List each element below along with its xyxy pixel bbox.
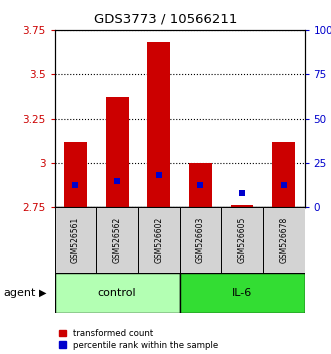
Text: GDS3773 / 10566211: GDS3773 / 10566211 xyxy=(94,12,237,25)
Bar xyxy=(189,163,212,207)
Bar xyxy=(147,42,170,207)
Text: GSM526562: GSM526562 xyxy=(113,217,121,263)
Bar xyxy=(64,142,87,207)
Bar xyxy=(55,273,179,313)
Bar xyxy=(96,207,138,273)
Bar xyxy=(263,207,305,273)
Text: GSM526605: GSM526605 xyxy=(238,217,247,263)
Bar xyxy=(179,273,305,313)
Bar xyxy=(221,207,263,273)
Bar xyxy=(55,207,96,273)
Bar xyxy=(231,205,254,207)
Bar xyxy=(179,207,221,273)
Text: GSM526678: GSM526678 xyxy=(279,217,288,263)
Text: agent: agent xyxy=(3,288,36,298)
Text: IL-6: IL-6 xyxy=(232,288,252,298)
Bar xyxy=(106,97,128,207)
Bar xyxy=(272,142,295,207)
Legend: transformed count, percentile rank within the sample: transformed count, percentile rank withi… xyxy=(59,329,218,350)
Text: ▶: ▶ xyxy=(39,288,46,298)
Text: control: control xyxy=(98,288,136,298)
Bar xyxy=(138,207,180,273)
Text: GSM526602: GSM526602 xyxy=(154,217,163,263)
Text: GSM526603: GSM526603 xyxy=(196,217,205,263)
Text: GSM526561: GSM526561 xyxy=(71,217,80,263)
